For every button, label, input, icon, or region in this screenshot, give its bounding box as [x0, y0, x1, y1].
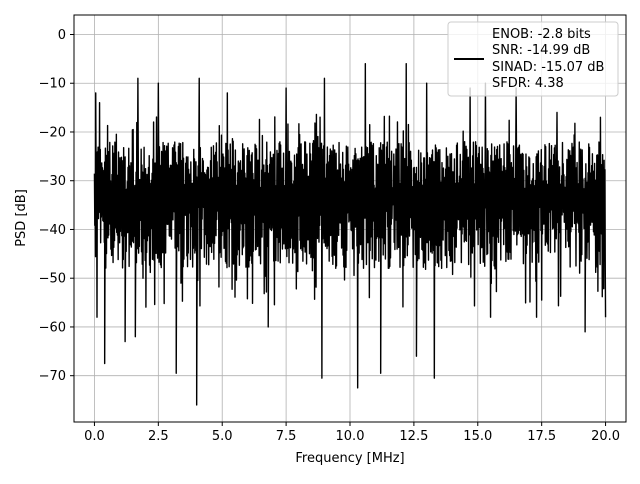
y-tick-label: −40	[39, 223, 66, 238]
x-axis-label: Frequency [MHz]	[295, 451, 404, 466]
legend-sinad: SINAD: -15.07 dB	[492, 60, 604, 75]
x-tick-label: 10.0	[336, 429, 365, 444]
x-tick-label: 2.5	[148, 429, 169, 444]
legend-sfdr: SFDR: 4.38	[492, 76, 564, 91]
y-tick-label: −60	[39, 320, 66, 335]
y-tick-label: −10	[39, 77, 66, 92]
x-tick-label: 0.0	[84, 429, 105, 444]
x-tick-label: 17.5	[527, 429, 556, 444]
ticks: 0.0 2.5 5.0 7.5 10.0 12.5 15.0 17.5 20.0 0 −10 −20 −…	[39, 28, 620, 444]
legend-box	[447, 21, 619, 97]
x-tick-label: 5.0	[212, 429, 233, 444]
plot-area	[93, 63, 607, 406]
y-tick-label: −30	[39, 174, 66, 189]
legend-enob: ENOB: -2.8 bits	[492, 27, 591, 42]
legend: ENOB: -2.8 bits SNR: -14.99 dB SINAD: -1…	[447, 21, 619, 97]
legend-snr: SNR: -14.99 dB	[492, 43, 590, 58]
y-tick-label: −70	[39, 369, 66, 384]
psd-series-line	[93, 63, 607, 406]
x-tick-label: 15.0	[463, 429, 492, 444]
y-tick-label: −20	[39, 125, 66, 140]
x-tick-label: 12.5	[399, 429, 428, 444]
x-tick-label: 7.5	[276, 429, 297, 444]
y-tick-label: 0	[58, 28, 66, 43]
y-tick-label: −50	[39, 272, 66, 287]
y-axis-label: PSD [dB]	[14, 189, 29, 247]
x-tick-label: 20.0	[591, 429, 620, 444]
